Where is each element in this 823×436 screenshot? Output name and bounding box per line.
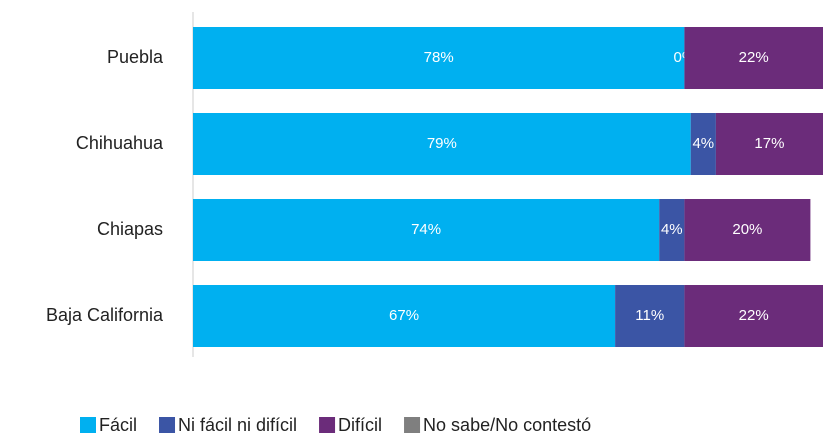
bar-segment	[684, 199, 811, 261]
legend-label: No sabe/No contestó	[423, 415, 591, 435]
data-label: 4%	[692, 135, 714, 152]
bar-segment	[684, 27, 823, 89]
data-label: 67%	[389, 307, 419, 324]
bar-segment	[659, 199, 685, 261]
legend-swatch	[319, 417, 336, 433]
legend-swatch	[159, 417, 176, 433]
legend-label: Fácil	[99, 415, 137, 435]
legend-swatch	[80, 417, 96, 433]
data-label: 74%	[411, 221, 441, 238]
legend-label: Difícil	[338, 415, 382, 435]
legend-swatch	[404, 417, 421, 433]
bar-segment	[684, 285, 823, 347]
data-label: 22%	[739, 49, 769, 66]
bar-segment	[715, 113, 823, 175]
legend-label: Ni fácil ni difícil	[178, 415, 297, 435]
category-label: Chihuahua	[76, 133, 164, 153]
data-label: 4%	[661, 221, 683, 238]
category-label: Baja California	[46, 305, 164, 325]
category-label: Chiapas	[97, 219, 163, 239]
bar-segment	[193, 113, 691, 175]
data-label: 17%	[754, 135, 784, 152]
category-label: Puebla	[107, 47, 164, 67]
data-label: 20%	[732, 221, 762, 238]
bar-segment	[690, 113, 716, 175]
bar-segment	[193, 199, 660, 261]
bar-segment	[615, 285, 685, 347]
data-label: 79%	[427, 135, 457, 152]
bar-segment	[193, 27, 685, 89]
data-label: 11%	[635, 307, 664, 324]
bar-segment	[193, 285, 616, 347]
data-label: 22%	[739, 307, 769, 324]
data-label: 78%	[424, 49, 454, 66]
